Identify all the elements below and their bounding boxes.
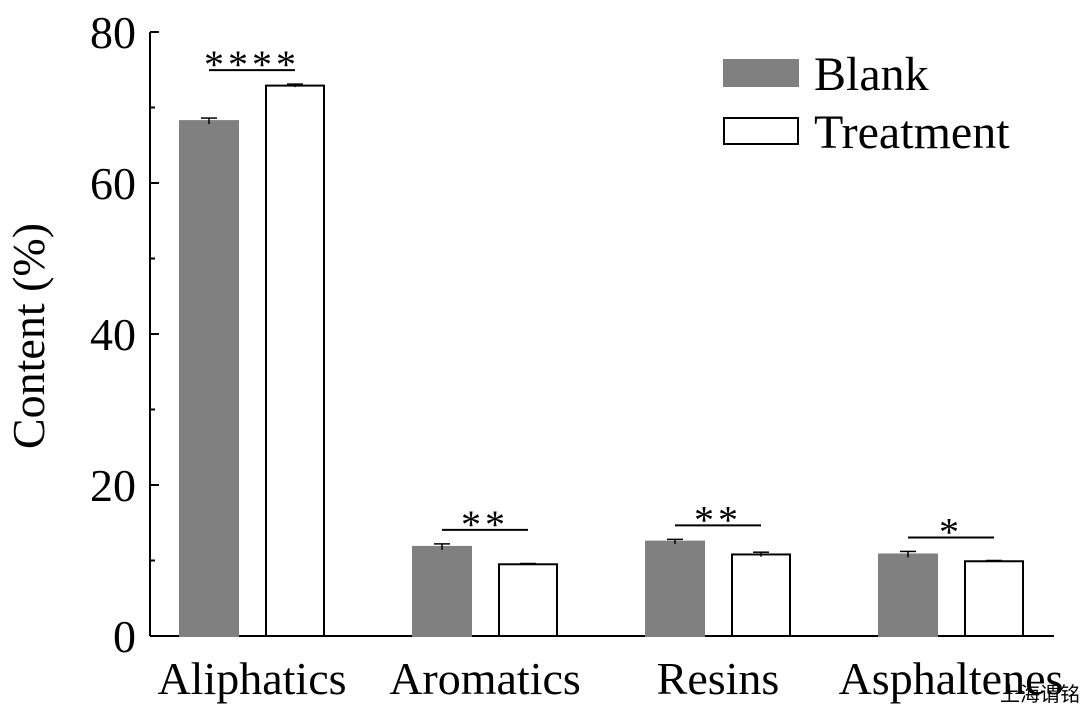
x-tick-label: Aliphatics xyxy=(157,653,346,704)
y-tick-label: 20 xyxy=(90,460,136,511)
bar-treatment-resins xyxy=(731,553,791,638)
bars xyxy=(179,83,1024,638)
legend-swatch-blank xyxy=(723,59,799,87)
significance-stars: * xyxy=(939,509,963,554)
x-tick-label: Asphaltenes xyxy=(839,653,1064,704)
x-tick-label: Aromatics xyxy=(389,653,581,704)
legend-swatch-treatment xyxy=(723,117,799,145)
bar-blank-asphaltenes xyxy=(878,553,938,638)
legend-label-blank: Blank xyxy=(814,48,929,101)
significance-annotations: ****** ** * xyxy=(204,42,994,554)
watermark-text: 上海谓铭 xyxy=(1000,682,1080,706)
significance-stars: ** xyxy=(461,502,509,547)
y-tick-label: 80 xyxy=(90,7,136,58)
bar-treatment-asphaltenes xyxy=(964,560,1024,638)
axes: 0 20 40 60 80 Aliphatics Aromatics Resins Asphal… xyxy=(90,7,1063,704)
significance-stars: ** xyxy=(694,497,742,542)
bar-blank-resins xyxy=(645,540,705,637)
bar-treatment-aromatics xyxy=(498,563,558,638)
bar-blank-aromatics xyxy=(412,545,472,637)
y-tick-label: 60 xyxy=(90,158,136,209)
significance-stars: **** xyxy=(204,42,300,87)
y-axis-label: Content (%) xyxy=(3,223,54,449)
bar-blank-aliphatics xyxy=(179,120,239,637)
y-tick-label: 0 xyxy=(113,611,136,662)
x-tick-label: Resins xyxy=(657,653,780,704)
y-tick-label: 40 xyxy=(90,309,136,360)
bar-treatment-aliphatics xyxy=(265,84,325,638)
legend-label-treatment: Treatment xyxy=(814,106,1010,159)
